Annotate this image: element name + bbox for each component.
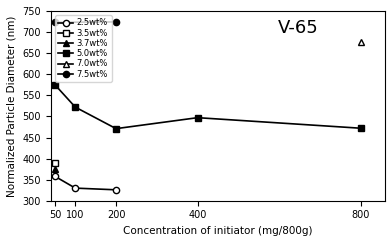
5.0wt% <box>114 127 118 130</box>
7.5wt% <box>114 20 118 23</box>
Line: 5.0wt%: 5.0wt% <box>52 82 364 132</box>
5.0wt% <box>73 106 78 109</box>
Line: 7.5wt%: 7.5wt% <box>52 19 119 26</box>
7.5wt% <box>53 21 57 24</box>
5.0wt% <box>358 127 363 130</box>
Legend: 2.5wt%, 3.5wt%, 3.7wt%, 5.0wt%, 7.0wt%, 7.5wt%: 2.5wt%, 3.5wt%, 3.7wt%, 5.0wt%, 7.0wt%, … <box>55 15 111 82</box>
Text: V-65: V-65 <box>278 18 319 36</box>
Y-axis label: Normalized Particle Diameter (nm): Normalized Particle Diameter (nm) <box>7 15 17 197</box>
5.0wt% <box>195 116 200 119</box>
Line: 2.5wt%: 2.5wt% <box>52 173 119 193</box>
2.5wt% <box>53 175 57 178</box>
5.0wt% <box>53 83 57 86</box>
X-axis label: Concentration of initiator (mg/800g): Concentration of initiator (mg/800g) <box>123 226 313 236</box>
2.5wt% <box>73 187 78 190</box>
2.5wt% <box>114 188 118 191</box>
